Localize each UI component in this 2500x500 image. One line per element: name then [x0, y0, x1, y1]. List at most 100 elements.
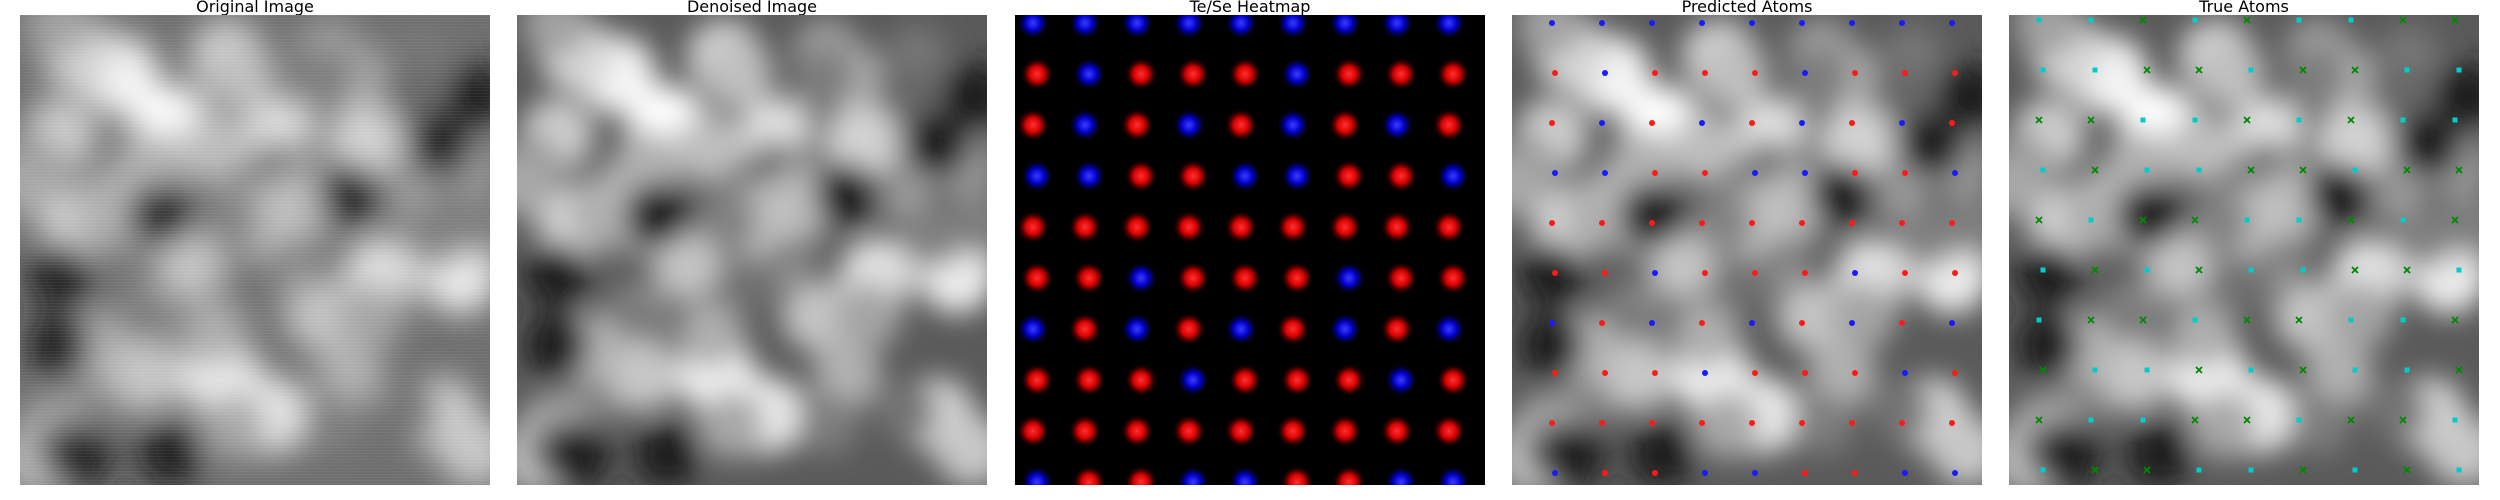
predicted-te-atom	[1749, 220, 1755, 226]
true-atom-marker-cyan	[2088, 217, 2094, 223]
te-heat-spot	[1276, 312, 1310, 346]
se-heat-spot	[1176, 363, 1210, 397]
te-heat-spot	[1172, 312, 1206, 346]
true-atom-marker-green	[2191, 216, 2199, 224]
se-heat-spot	[1176, 465, 1210, 485]
true-atom-marker-cyan	[2248, 267, 2254, 273]
true-atom-marker-cyan	[2296, 417, 2302, 423]
true-atom-marker-green	[2091, 166, 2099, 174]
true-atom-marker-cyan	[2144, 167, 2150, 173]
se-heat-spot	[1484, 119, 1485, 131]
te-heat-spot	[1068, 312, 1102, 346]
true-atom-marker-cyan	[2192, 317, 2198, 323]
true-atom-marker-green	[2139, 316, 2147, 324]
predicted-se-atom	[1702, 370, 1708, 376]
se-heat-spot	[1436, 465, 1470, 485]
predicted-te-atom	[1699, 420, 1705, 426]
se-heat-spot	[1432, 312, 1466, 346]
true-atom-marker-green	[2139, 216, 2147, 224]
se-heat-spot	[1228, 465, 1262, 485]
true-atom-marker-cyan	[2348, 317, 2354, 323]
te-heat-spot	[1384, 57, 1418, 91]
predicted-se-atom	[1849, 20, 1855, 26]
se-heat-spot	[1120, 15, 1154, 40]
predicted-te-atom	[1549, 220, 1555, 226]
true-atom-marker-green	[2143, 66, 2151, 74]
te-heat-spot	[1328, 414, 1362, 448]
predicted-te-atom	[1852, 370, 1858, 376]
predicted-te-atom	[1849, 120, 1855, 126]
true-atom-marker-green	[2091, 466, 2099, 474]
se-heat-spot	[1068, 108, 1102, 142]
te-heat-spot	[1124, 363, 1158, 397]
se-heat-spot	[1072, 57, 1106, 91]
true-atom-marker-green	[2351, 66, 2359, 74]
predicted-se-atom	[1802, 170, 1808, 176]
te-heat-spot	[1436, 363, 1470, 397]
se-heat-spot	[1172, 15, 1206, 40]
te-heat-spot	[1176, 57, 1210, 91]
te-heat-spot	[1228, 261, 1262, 295]
true-atom-marker-green	[2035, 416, 2043, 424]
predicted-te-atom	[1902, 270, 1908, 276]
true-atom-marker-cyan	[2456, 267, 2462, 273]
true-atom-marker-green	[2451, 316, 2459, 324]
se-heat-spot	[1384, 363, 1418, 397]
predicted-te-atom	[1652, 170, 1658, 176]
se-heat-spot	[1124, 261, 1158, 295]
te-heat-spot	[1384, 261, 1418, 295]
te-heat-spot	[1176, 261, 1210, 295]
predicted-te-atom	[1799, 320, 1805, 326]
true-atom-marker-green	[2139, 16, 2147, 24]
true-atom-marker-green	[2039, 366, 2047, 374]
true-atom-marker-cyan	[2352, 167, 2358, 173]
predicted-te-atom	[1899, 220, 1905, 226]
predicted-se-atom	[1699, 120, 1705, 126]
predicted-se-atom	[1552, 470, 1558, 476]
true-atom-marker-green	[2247, 166, 2255, 174]
te-heat-spot	[1432, 108, 1466, 142]
true-atom-marker-cyan	[2092, 367, 2098, 373]
se-heat-spot	[1120, 312, 1154, 346]
te-heat-spot	[1380, 312, 1414, 346]
true-atom-marker-green	[2347, 416, 2355, 424]
true-atom-marker-green	[2299, 66, 2307, 74]
true-atom-marker-cyan	[2196, 167, 2202, 173]
true-atom-marker-green	[2351, 266, 2359, 274]
predicted-se-atom	[1952, 170, 1958, 176]
te-heat-spot	[1432, 210, 1466, 244]
se-heat-spot	[1380, 108, 1414, 142]
predicted-se-atom	[1549, 320, 1555, 326]
predicted-se-atom	[1649, 20, 1655, 26]
te-heat-spot	[1172, 210, 1206, 244]
predicted-te-atom	[1602, 270, 1608, 276]
predicted-se-atom	[1699, 20, 1705, 26]
true-atom-marker-green	[2451, 16, 2459, 24]
predicted-te-atom	[1952, 70, 1958, 76]
te-heat-spot	[1124, 159, 1158, 193]
te-heat-spot	[1280, 465, 1314, 485]
predicted-se-atom	[1552, 170, 1558, 176]
predicted-se-atom	[1802, 70, 1808, 76]
original-image-panel: Original Image	[20, 0, 490, 485]
te-heat-spot	[1120, 210, 1154, 244]
denoised-image	[517, 15, 987, 485]
true-atom-marker-cyan	[2036, 17, 2042, 23]
predicted-se-atom	[1752, 470, 1758, 476]
te-heat-spot	[1436, 57, 1470, 91]
true-atom-marker-cyan	[2456, 67, 2462, 73]
true-atom-marker-green	[2347, 216, 2355, 224]
true-atom-marker-cyan	[2352, 467, 2358, 473]
true-atom-marker-cyan	[2404, 367, 2410, 373]
te-heat-spot	[1124, 57, 1158, 91]
se-heat-spot	[1328, 15, 1362, 40]
te-heat-spot	[1328, 210, 1362, 244]
te-heat-spot	[1484, 323, 1485, 335]
predicted-se-atom	[1752, 170, 1758, 176]
true-atom-marker-cyan	[2400, 217, 2406, 223]
se-heat-spot	[1384, 465, 1418, 485]
true-atom-marker-cyan	[2400, 317, 2406, 323]
true-atom-marker-green	[2299, 166, 2307, 174]
te-heat-spot	[1016, 414, 1050, 448]
true-atom-marker-cyan	[2140, 117, 2146, 123]
